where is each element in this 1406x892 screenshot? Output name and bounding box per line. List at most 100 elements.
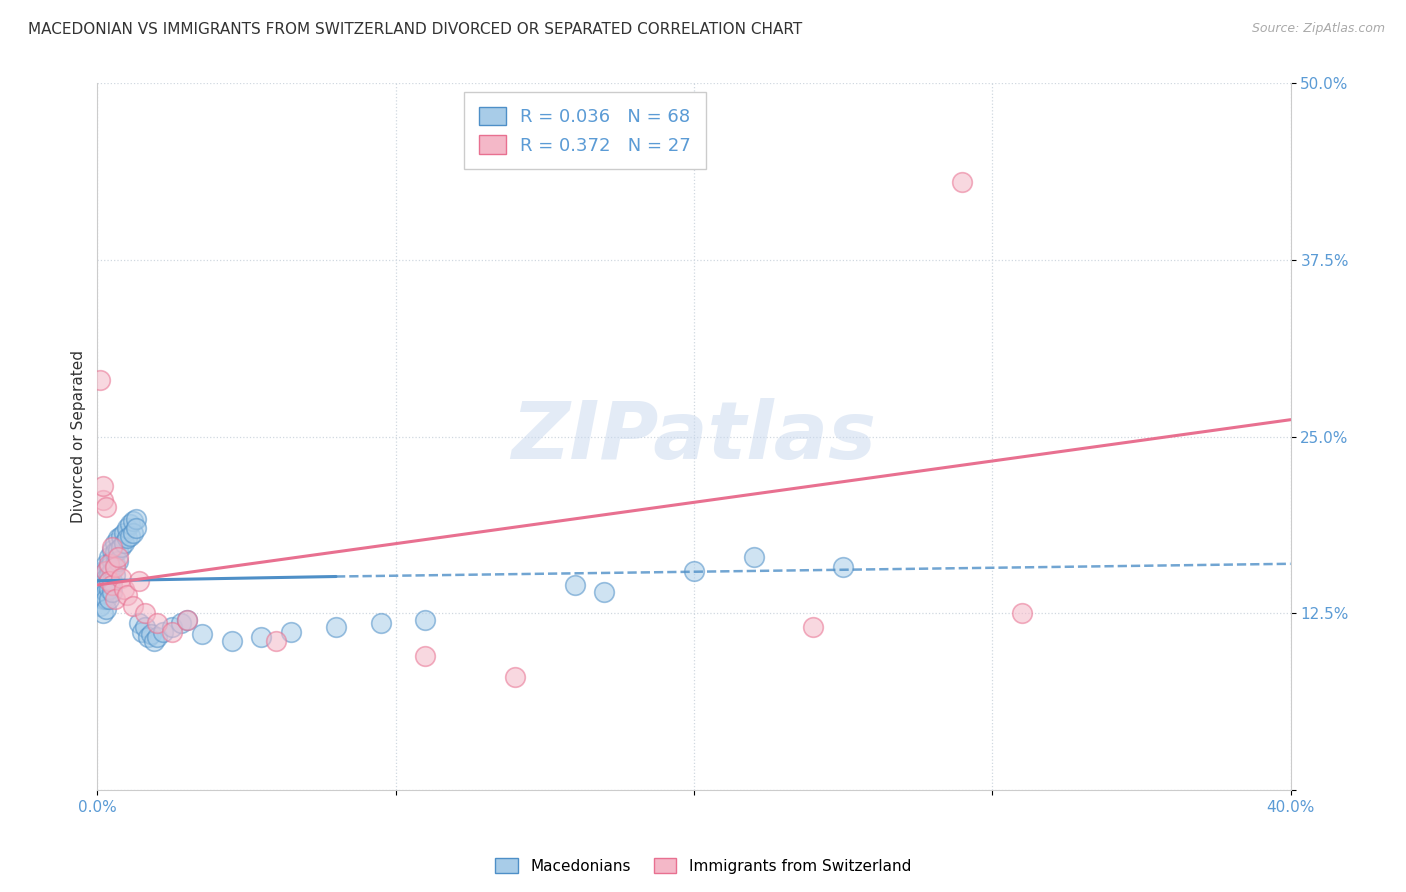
Text: MACEDONIAN VS IMMIGRANTS FROM SWITZERLAND DIVORCED OR SEPARATED CORRELATION CHAR: MACEDONIAN VS IMMIGRANTS FROM SWITZERLAN… — [28, 22, 803, 37]
Point — [96, 602, 118, 616]
Point — [952, 175, 974, 189]
Point — [98, 568, 121, 582]
Point — [160, 624, 183, 639]
Point — [564, 578, 586, 592]
Point — [122, 515, 145, 529]
Point — [89, 599, 111, 614]
Point — [683, 564, 706, 578]
Point — [104, 559, 127, 574]
Point — [98, 574, 121, 588]
Point — [139, 627, 162, 641]
Point — [104, 592, 127, 607]
Point — [101, 585, 124, 599]
Point — [96, 578, 118, 592]
Legend: Macedonians, Immigrants from Switzerland: Macedonians, Immigrants from Switzerland — [489, 852, 917, 880]
Legend: R = 0.036   N = 68, R = 0.372   N = 27: R = 0.036 N = 68, R = 0.372 N = 27 — [464, 93, 706, 169]
Point — [136, 630, 159, 644]
Point — [104, 557, 127, 571]
Point — [101, 574, 124, 588]
Point — [134, 620, 156, 634]
Point — [101, 578, 124, 592]
Point — [89, 578, 111, 592]
Point — [104, 568, 127, 582]
Point — [107, 542, 129, 557]
Point — [120, 528, 142, 542]
Point — [415, 648, 437, 663]
Point — [115, 532, 138, 546]
Point — [146, 616, 169, 631]
Point — [91, 606, 114, 620]
Point — [110, 571, 132, 585]
Point — [280, 624, 302, 639]
Point — [91, 564, 114, 578]
Text: ZIPatlas: ZIPatlas — [512, 398, 876, 475]
Point — [98, 557, 121, 571]
Point — [128, 616, 150, 631]
Point — [832, 559, 855, 574]
Point — [96, 585, 118, 599]
Point — [91, 479, 114, 493]
Point — [101, 540, 124, 554]
Point — [125, 511, 148, 525]
Point — [128, 574, 150, 588]
Point — [91, 592, 114, 607]
Point — [96, 564, 118, 578]
Point — [250, 630, 273, 644]
Point — [115, 521, 138, 535]
Point — [98, 559, 121, 574]
Point — [221, 634, 243, 648]
Point — [122, 599, 145, 614]
Point — [115, 588, 138, 602]
Point — [415, 613, 437, 627]
Point — [91, 574, 114, 588]
Point — [176, 613, 198, 627]
Point — [112, 582, 135, 597]
Point — [160, 620, 183, 634]
Point — [190, 627, 212, 641]
Point — [96, 571, 118, 585]
Point — [98, 592, 121, 607]
Point — [89, 585, 111, 599]
Point — [96, 592, 118, 607]
Point — [112, 525, 135, 540]
Point — [131, 624, 153, 639]
Point — [170, 616, 193, 631]
Point — [266, 634, 288, 648]
Point — [325, 620, 347, 634]
Point — [91, 582, 114, 597]
Point — [96, 564, 118, 578]
Point — [503, 670, 526, 684]
Point — [89, 373, 111, 387]
Point — [134, 606, 156, 620]
Point — [801, 620, 824, 634]
Point — [98, 549, 121, 564]
Point — [98, 582, 121, 597]
Point — [152, 624, 174, 639]
Point — [112, 535, 135, 549]
Point — [1011, 606, 1033, 620]
Point — [101, 542, 124, 557]
Point — [98, 574, 121, 588]
Point — [101, 554, 124, 568]
Point — [593, 585, 616, 599]
Point — [370, 616, 392, 631]
Point — [101, 564, 124, 578]
Point — [107, 554, 129, 568]
Point — [96, 500, 118, 515]
Point — [96, 557, 118, 571]
Point — [122, 525, 145, 540]
Point — [110, 528, 132, 542]
Point — [125, 521, 148, 535]
Point — [104, 535, 127, 549]
Point — [120, 517, 142, 532]
Point — [110, 540, 132, 554]
Point — [146, 630, 169, 644]
Y-axis label: Divorced or Separated: Divorced or Separated — [72, 351, 86, 523]
Point — [176, 613, 198, 627]
Point — [107, 532, 129, 546]
Text: Source: ZipAtlas.com: Source: ZipAtlas.com — [1251, 22, 1385, 36]
Point — [91, 493, 114, 508]
Point — [104, 545, 127, 559]
Point — [143, 634, 166, 648]
Point — [742, 549, 765, 564]
